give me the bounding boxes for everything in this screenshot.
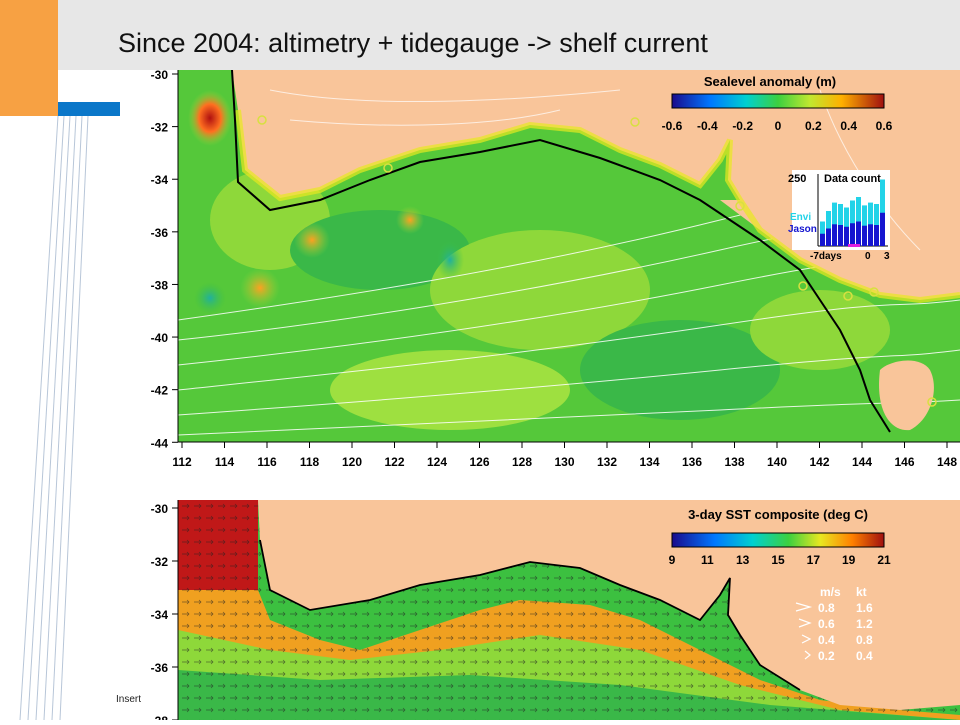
colorbar-tick-label: 0 — [775, 119, 782, 133]
sla-y-tick-label: -36 — [151, 226, 169, 240]
sla-x-tick-label: 130 — [554, 455, 574, 469]
sla-x-axis: 112 114 116 118 120 122 124 126 128 130 132 134 136 1… — [172, 442, 957, 469]
inset-bar-jason — [850, 223, 855, 246]
inset-bar-jason — [844, 226, 849, 246]
sst-colorbar-title: 3-day SST composite (deg C) — [688, 507, 868, 522]
inset-bar-jason — [832, 224, 837, 246]
sla-y-tick-label: -38 — [151, 278, 169, 292]
inset-legend-envi: Envi — [790, 212, 811, 223]
inset-title: Data count — [824, 173, 881, 185]
current-speed-legend: m/s kt 0.8 1.6 0.6 1.2 0.4 0.8 0.2 0.4 — [795, 585, 873, 663]
sla-x-tick-label: 128 — [512, 455, 532, 469]
sla-y-axis: -30 -32 -34 -36 -38 -40 -42 -44 — [151, 68, 178, 450]
sst-y-tick-label: -32 — [151, 555, 169, 569]
slide-header-band — [0, 0, 960, 70]
inset-bar-jason — [826, 228, 831, 246]
sla-y-tick-label: -42 — [151, 384, 169, 398]
sst-colorbar — [671, 532, 885, 548]
colorbar-tick-label: -0.2 — [732, 119, 753, 133]
sla-x-tick-label: 122 — [384, 455, 404, 469]
sla-x-tick-label: 116 — [257, 455, 277, 469]
sla-y-tick-label: -34 — [151, 173, 169, 187]
speed-arrow-icon — [804, 650, 811, 660]
sla-x-tick-label: 140 — [767, 455, 787, 469]
sla-x-tick-label: 118 — [300, 455, 320, 469]
colorbar-tick-label: 0.6 — [876, 119, 893, 133]
speed-ms-value: 0.8 — [818, 601, 835, 615]
sst-y-tick-label: -34 — [151, 608, 169, 622]
sla-x-tick-label: 148 — [937, 455, 957, 469]
inset-bar-jason — [874, 225, 879, 246]
speed-arrow-icon — [801, 634, 812, 644]
orange-accent-block — [0, 0, 58, 116]
sla-x-tick-label: 144 — [852, 455, 872, 469]
speed-ms-value: 0.6 — [818, 617, 835, 631]
colorbar-tick-label: 17 — [807, 553, 821, 567]
inset-bar-jason — [838, 225, 843, 246]
speed-ms-value: 0.2 — [818, 649, 835, 663]
sla-y-tick-label: -40 — [151, 331, 169, 345]
inset-legend-jason: Jason — [788, 224, 817, 235]
colorbar-tick-label: 21 — [877, 553, 891, 567]
speed-kt-value: 1.6 — [856, 601, 873, 615]
sla-x-tick-label: 146 — [894, 455, 914, 469]
inset-x-label-start: -7days — [810, 251, 842, 262]
sst-map-svg: -30 -32 -34 -36 -38 3-day SST composite (deg… — [151, 500, 960, 725]
sst-composite-map: -30 -32 -34 -36 -38 3-day SST composite (deg… — [120, 500, 960, 725]
speed-header-kt: kt — [856, 585, 867, 599]
inset-bar-jason — [820, 233, 825, 246]
sla-x-tick-label: 134 — [639, 455, 659, 469]
speed-ms-value: 0.4 — [818, 633, 835, 647]
sla-x-tick-label: 132 — [597, 455, 617, 469]
speed-kt-value: 1.2 — [856, 617, 873, 631]
colorbar-tick-label: -0.6 — [662, 119, 683, 133]
colorbar-tick-label: 11 — [701, 553, 714, 567]
colorbar-tick-label: 15 — [771, 553, 785, 567]
sla-y-tick-label: -32 — [151, 121, 169, 135]
speed-kt-value: 0.8 — [856, 633, 873, 647]
speed-arrow-icon — [798, 618, 812, 628]
sla-y-tick-label: -44 — [151, 436, 169, 450]
sla-x-tick-label: 124 — [427, 455, 447, 469]
sst-y-tick-label: -38 — [151, 714, 169, 720]
sla-x-tick-label: 126 — [469, 455, 489, 469]
colorbar-tick-label: -0.4 — [697, 119, 718, 133]
colorbar-tick-label: 13 — [736, 553, 750, 567]
sea-level-anomaly-map: -30 -32 -34 -36 -38 -40 -42 -44 112 114 116 118 120… — [120, 68, 960, 480]
sla-map-svg: -30 -32 -34 -36 -38 -40 -42 -44 112 114 116 118 120… — [151, 68, 960, 469]
decorative-stripes — [19, 116, 89, 720]
sla-x-tick-label: 120 — [342, 455, 362, 469]
colorbar-tick-label: 0.4 — [840, 119, 857, 133]
sla-colorbar — [671, 93, 885, 109]
inset-bar-jason — [868, 224, 873, 246]
sla-x-tick-label: 114 — [215, 455, 235, 469]
inset-x-label-end: 3 — [884, 251, 890, 262]
sla-colorbar-ticks: -0.6 -0.4 -0.2 0 0.2 0.4 0.6 — [662, 119, 893, 133]
data-count-inset: Data count 250 Envi Jason -7days 0 3 — [788, 170, 890, 262]
inset-bar-jason — [856, 221, 861, 246]
sla-x-tick-label: 112 — [172, 455, 192, 469]
sla-y-tick-label: -30 — [151, 70, 169, 82]
sst-y-axis: -30 -32 -34 -36 -38 — [151, 502, 178, 725]
sla-x-tick-label: 142 — [809, 455, 829, 469]
slide-title: Since 2004: altimetry + tidegauge -> she… — [118, 28, 708, 58]
footer-text: Insert — [116, 694, 142, 705]
inset-x-label-zero: 0 — [865, 251, 871, 262]
speed-arrow-icon — [795, 602, 813, 612]
sla-x-tick-label: 136 — [682, 455, 702, 469]
colorbar-tick-label: 19 — [842, 553, 856, 567]
inset-bar-jason — [862, 225, 867, 246]
colorbar-tick-label: 0.2 — [805, 119, 822, 133]
sst-y-tick-label: -36 — [151, 661, 169, 675]
inset-y-label: 250 — [788, 173, 806, 185]
sla-x-tick-label: 138 — [724, 455, 744, 469]
sla-colorbar-title: Sealevel anomaly (m) — [704, 74, 836, 89]
speed-header-ms: m/s — [820, 585, 841, 599]
speed-kt-value: 0.4 — [856, 649, 873, 663]
colorbar-tick-label: 9 — [669, 553, 676, 567]
sst-colorbar-ticks: 9 11 13 15 17 19 21 — [669, 553, 891, 567]
sst-y-tick-label: -30 — [151, 502, 169, 516]
inset-bar-jason — [880, 212, 885, 246]
